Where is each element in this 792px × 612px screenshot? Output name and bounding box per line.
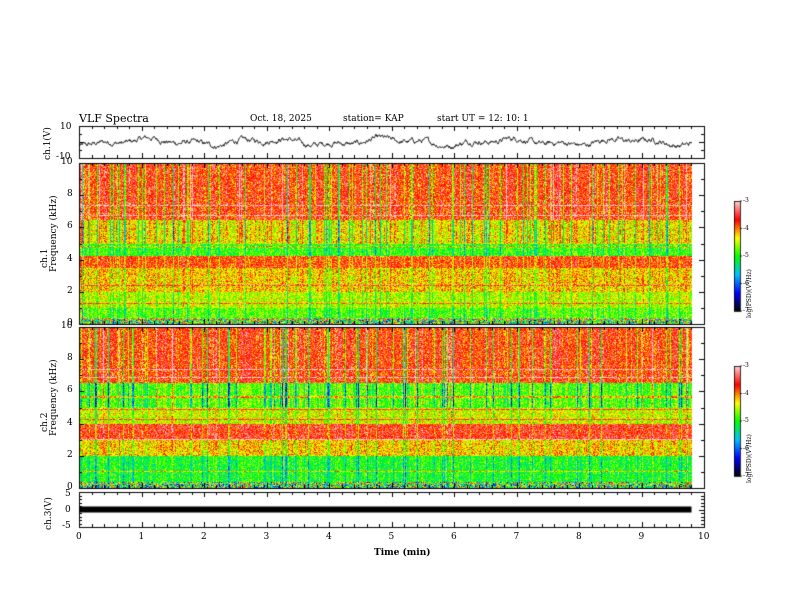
ch2-spec-ytick-2: 2 — [67, 449, 73, 460]
colorbar2-tick--3: -3 — [743, 362, 749, 369]
colorbar1-tick--4: -4 — [743, 224, 749, 232]
x-tick-10: 10 — [698, 532, 710, 542]
ch1-wave-ylabel: ch.1(V) — [43, 127, 53, 160]
ch3-wave-mid-tick: 0 — [65, 505, 71, 515]
colorbar2-tick--6: -6 — [743, 444, 749, 452]
ch1-spec-ytick-6: 6 — [67, 221, 73, 232]
colorbar1-tick--3: -3 — [743, 197, 749, 204]
ch3-wave-bottom-tick: -5 — [62, 521, 71, 531]
ch2-spec-ytick-6: 6 — [67, 385, 73, 396]
colorbar2-tick--5: -5 — [743, 417, 749, 424]
ch2-spec-ytick-10: 10 — [61, 321, 73, 331]
ch1-spec-ylabel-freq: Frequency (kHz) — [49, 195, 59, 272]
x-tick-2: 2 — [201, 532, 207, 542]
x-tick-9: 9 — [638, 532, 645, 542]
x-tick-7: 7 — [513, 532, 520, 542]
colorbar2-tick--7: -7 — [743, 472, 749, 479]
x-tick-8: 8 — [576, 532, 582, 542]
ch3-wave-ylabel: ch.3(V) — [44, 497, 54, 530]
x-tick-0: 0 — [76, 532, 82, 542]
ch1-spec-ytick-4: 4 — [67, 253, 73, 264]
ch1-wave-top-tick: 10 — [60, 122, 72, 132]
date-label: Oct. 18, 2025 — [250, 114, 312, 124]
x-tick-6: 6 — [451, 532, 457, 542]
ch2-spec-ytick-8: 8 — [67, 353, 73, 364]
x-tick-3: 3 — [263, 532, 270, 542]
ch1-spec-ytick-2: 2 — [67, 285, 73, 296]
ch1-wave-bottom-tick: -10 — [56, 152, 71, 162]
colorbar2-tick--4: -4 — [743, 389, 749, 397]
colorbar1-tick--7: -7 — [743, 307, 749, 314]
ch3-wave-top-tick: 5 — [65, 489, 71, 499]
x-tick-5: 5 — [388, 532, 395, 542]
ch1-spec-ytick-8: 8 — [67, 189, 73, 200]
x-tick-1: 1 — [138, 532, 145, 542]
start-time-label: start UT = 12: 10: 1 — [437, 114, 529, 124]
x-tick-4: 4 — [326, 532, 332, 542]
colorbar1-tick--6: -6 — [743, 279, 749, 287]
colorbar1-tick--5: -5 — [743, 252, 749, 259]
x-axis-label: Time (min) — [374, 548, 431, 558]
ch2-spec-ytick-4: 4 — [67, 417, 73, 428]
station-label: station= KAP — [343, 114, 404, 124]
ch1-spec-ytick-0: 0 — [67, 318, 73, 328]
figure-title: VLF Spectra — [79, 112, 149, 125]
ch2-spec-ylabel-freq: Frequency (kHz) — [49, 359, 59, 436]
ch2-spec-ytick-0: 0 — [67, 482, 73, 492]
ch1-spec-ytick-10: 10 — [61, 157, 73, 167]
